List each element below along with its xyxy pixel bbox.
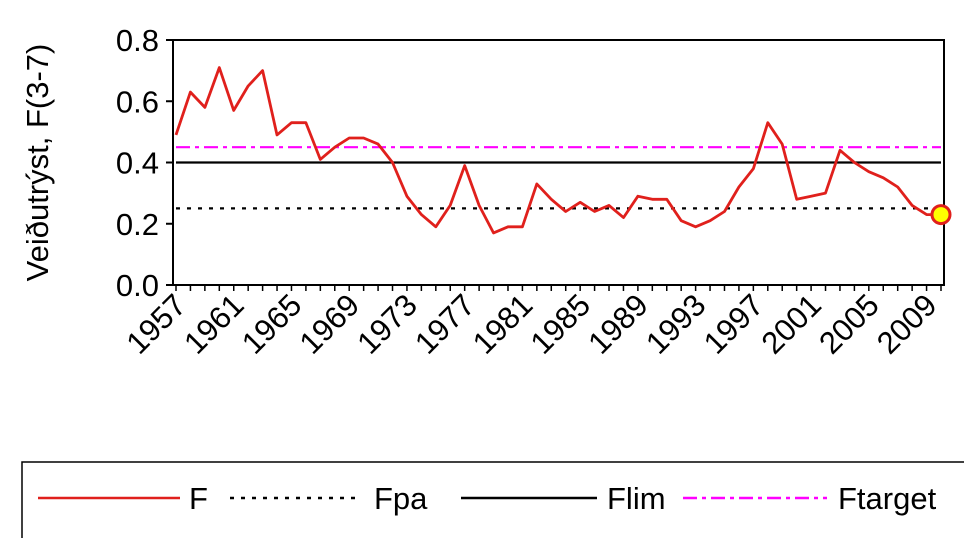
y-tick-label: 0.2: [116, 207, 159, 242]
series-f-line: [174, 66, 941, 235]
legend-label-f: F: [189, 481, 208, 516]
y-axis-title: Veiðutrýst, F(3-7): [20, 44, 55, 282]
legend-box: [21, 461, 964, 538]
legend-label-flim: Flim: [607, 481, 666, 516]
x-tick-label: 1997: [697, 287, 771, 361]
x-tick-label: 1977: [408, 287, 482, 361]
highlight-marker: [930, 204, 952, 226]
y-tick-label: 0.8: [116, 23, 159, 58]
x-tick-label: 2001: [755, 287, 829, 361]
x-tick-label: 1989: [581, 287, 655, 361]
x-tick-label: 1973: [350, 287, 424, 361]
x-tick-label: 1965: [235, 287, 309, 361]
x-tick-label: 1993: [639, 287, 713, 361]
x-tick-label: 2005: [812, 287, 886, 361]
x-tick-label: 1985: [524, 287, 598, 361]
y-tick-label: 0.4: [116, 146, 159, 181]
y-tick-label: 0.0: [116, 268, 159, 303]
y-tick-label: 0.6: [116, 84, 159, 119]
legend-label-fpa: Fpa: [374, 481, 428, 516]
x-tick-label: 2009: [870, 287, 944, 361]
x-tick-label: 1961: [177, 287, 251, 361]
legend-label-ftarget: Ftarget: [838, 481, 937, 516]
x-tick-label: 1969: [293, 287, 367, 361]
x-tick-label: 1981: [466, 287, 540, 361]
